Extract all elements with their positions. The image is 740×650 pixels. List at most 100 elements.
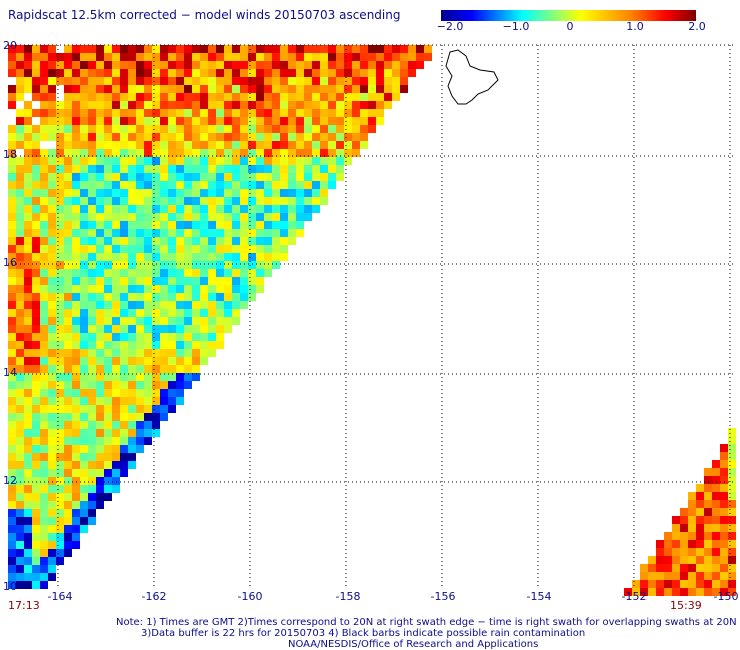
swath-cell — [336, 141, 344, 149]
swath-cell — [80, 253, 88, 261]
swath-cell — [680, 516, 688, 524]
swath-cell — [56, 541, 64, 549]
swath-cell — [144, 285, 152, 293]
swath-cell — [704, 468, 712, 476]
swath-cell — [712, 476, 720, 484]
swath-cell — [712, 508, 720, 516]
swath-cell — [320, 53, 328, 61]
swath-cell — [128, 429, 136, 437]
swath-cell — [224, 277, 232, 285]
swath-cell — [728, 524, 736, 532]
swath-cell — [256, 125, 264, 133]
swath-cell — [192, 165, 200, 173]
swath-cell — [328, 85, 336, 93]
swath-cell — [96, 53, 104, 61]
swath-cell — [24, 461, 32, 469]
swath-cell — [40, 165, 48, 173]
swath-cell — [144, 389, 152, 397]
swath-cell — [352, 69, 360, 77]
swath-cell — [344, 117, 352, 125]
swath-cell — [24, 509, 32, 517]
swath-cell — [48, 245, 56, 253]
swath-cell — [360, 141, 368, 149]
swath-cell — [216, 333, 224, 341]
swath-cell — [200, 61, 208, 69]
swath-cell — [216, 133, 224, 141]
swath-cell — [56, 549, 64, 557]
swath-cell — [208, 149, 216, 157]
swath-cell — [240, 205, 248, 213]
swath-cell — [360, 117, 368, 125]
swath-cell — [200, 261, 208, 269]
swath-cell — [664, 532, 672, 540]
swath-cell — [32, 317, 40, 325]
swath-cell — [368, 109, 376, 117]
swath-cell — [32, 525, 40, 533]
swath-cell — [160, 309, 168, 317]
swath-cell — [320, 157, 328, 165]
swath-cell — [80, 381, 88, 389]
swath-cell — [208, 349, 216, 357]
swath-cell — [128, 261, 136, 269]
swath-cell — [104, 141, 112, 149]
swath-cell — [168, 157, 176, 165]
swath-cell — [136, 405, 144, 413]
swath-cell — [272, 221, 280, 229]
swath-cell — [48, 101, 56, 109]
swath-cell — [96, 85, 104, 93]
swath-cell — [152, 221, 160, 229]
swath-cell — [288, 61, 296, 69]
swath-cell — [712, 548, 720, 556]
swath-cell — [72, 245, 80, 253]
swath-cell — [88, 237, 96, 245]
swath-cell — [72, 285, 80, 293]
swath-cell — [56, 493, 64, 501]
swath-cell — [360, 53, 368, 61]
swath-cell — [152, 53, 160, 61]
swath-cell — [32, 213, 40, 221]
swath-cell — [712, 524, 720, 532]
swath-cell — [248, 277, 256, 285]
swath-cell — [680, 588, 688, 596]
swath-cell — [160, 149, 168, 157]
swath-cell — [64, 197, 72, 205]
swath-cell — [160, 141, 168, 149]
swath-cell — [240, 85, 248, 93]
swath-cell — [48, 197, 56, 205]
swath-cell — [88, 125, 96, 133]
swath-cell — [704, 532, 712, 540]
swath-cell — [192, 205, 200, 213]
swath-cell — [136, 77, 144, 85]
swath-cell — [400, 53, 408, 61]
swath-cell — [64, 181, 72, 189]
swath-cell — [176, 349, 184, 357]
swath-cell — [56, 357, 64, 365]
swath-cell — [288, 101, 296, 109]
swath-cell — [104, 389, 112, 397]
swath-cell — [704, 500, 712, 508]
swath-cell — [680, 556, 688, 564]
swath-cell — [224, 53, 232, 61]
swath-cell — [112, 373, 120, 381]
swath-cell — [312, 181, 320, 189]
swath-cell — [120, 341, 128, 349]
swath-cell — [104, 77, 112, 85]
swath-cell — [184, 133, 192, 141]
swath-cell — [216, 261, 224, 269]
swath-cell — [40, 373, 48, 381]
swath-cell — [104, 485, 112, 493]
swath-cell — [120, 293, 128, 301]
swath-cell — [200, 69, 208, 77]
swath-cell — [224, 245, 232, 253]
swath-cell — [152, 285, 160, 293]
swath-cell — [72, 229, 80, 237]
swath-cell — [224, 269, 232, 277]
swath-cell — [120, 453, 128, 461]
swath-cell — [216, 85, 224, 93]
swath-cell — [200, 165, 208, 173]
swath-cell — [48, 365, 56, 373]
swath-cell — [280, 165, 288, 173]
swath-cell — [64, 461, 72, 469]
swath-cell — [224, 317, 232, 325]
swath-cell — [128, 405, 136, 413]
